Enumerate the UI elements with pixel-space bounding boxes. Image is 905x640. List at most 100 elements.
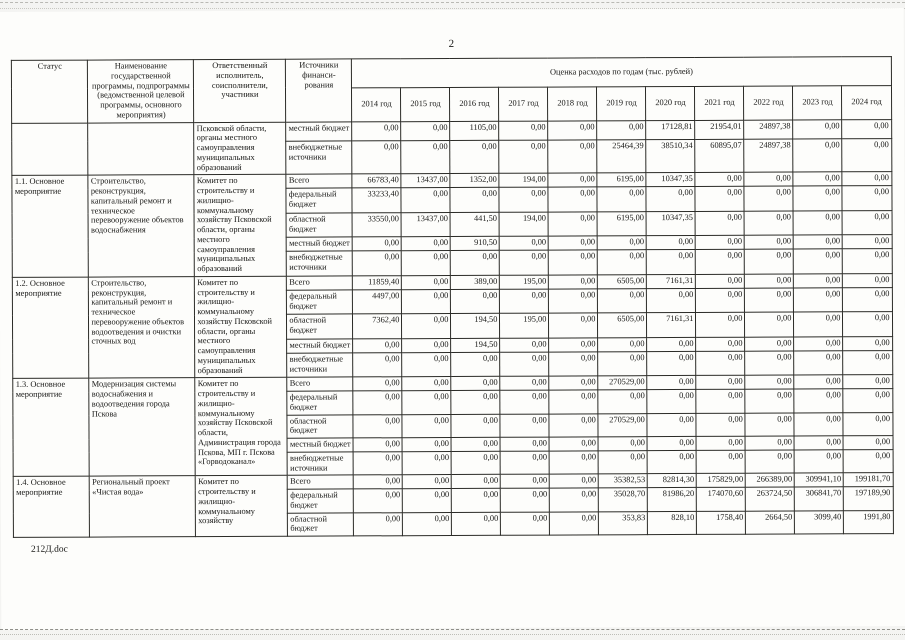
value-cell: 0,00 — [451, 390, 501, 415]
value-cell: 0,00 — [450, 140, 500, 174]
value-cell: 0,00 — [744, 249, 794, 274]
value-cell: 0,00 — [451, 474, 501, 489]
value-cell: 0,00 — [500, 437, 550, 452]
value-cell: 0,00 — [647, 351, 697, 376]
value-cell: 194,00 — [499, 173, 549, 188]
table-body: Псковской области, органы местного самоу… — [12, 119, 894, 538]
value-cell: 828,10 — [647, 510, 697, 535]
value-cell: 7161,31 — [646, 312, 697, 338]
value-cell: 0,00 — [451, 413, 501, 438]
funding-source-cell: федеральный бюджет — [287, 488, 354, 513]
value-cell: 0,00 — [402, 512, 452, 536]
value-cell: 0,00 — [646, 235, 696, 251]
value-cell: 0,00 — [499, 140, 549, 174]
value-cell: 33233,40 — [352, 188, 402, 213]
value-cell: 0,00 — [450, 289, 500, 314]
value-cell: 0,00 — [353, 352, 403, 378]
header-row-1: Статус Наименование государственной прог… — [11, 56, 892, 123]
value-cell: 0,00 — [842, 248, 892, 274]
value-cell: 441,50 — [450, 212, 500, 237]
value-cell: 0,00 — [401, 236, 451, 252]
value-cell: 0,00 — [597, 250, 647, 275]
program-name-cell: Строительство, реконструкция, капитальны… — [88, 174, 195, 277]
value-cell: 0,00 — [548, 211, 598, 237]
value-cell: 0,00 — [794, 435, 844, 450]
value-cell: 0,00 — [353, 390, 403, 415]
value-cell: 389,00 — [450, 275, 500, 290]
value-cell: 0,00 — [499, 236, 549, 251]
value-cell: 0,00 — [598, 337, 648, 352]
value-cell: 0,00 — [402, 338, 452, 353]
year-column-header: 2024 год — [841, 85, 892, 120]
funding-source-cell: внебюджетные источники — [286, 251, 353, 276]
value-cell: 0,00 — [402, 451, 452, 475]
funding-source-cell: Всего — [287, 475, 354, 490]
program-name-cell: Строительство, реконструкция, капитальны… — [88, 276, 196, 379]
value-cell: 0,00 — [598, 389, 648, 414]
value-cell: 6505,00 — [597, 312, 648, 338]
value-cell: 0,00 — [695, 273, 745, 289]
value-cell: 21954,01 — [695, 119, 745, 140]
value-cell: 0,00 — [793, 234, 843, 250]
value-cell: 17128,81 — [646, 119, 696, 140]
value-cell: 6195,00 — [597, 172, 647, 188]
funding-source-cell: федеральный бюджет — [287, 390, 354, 415]
value-cell: 38510,34 — [646, 139, 696, 173]
value-cell: 0,00 — [745, 375, 795, 390]
year-column-header: 2017 год — [498, 86, 549, 121]
value-cell: 0,00 — [793, 312, 844, 337]
value-cell: 0,00 — [696, 436, 746, 451]
funding-source-cell: областной бюджет — [286, 314, 354, 339]
funding-source-cell: внебюджетные источники — [286, 140, 353, 175]
value-cell: 0,00 — [401, 187, 451, 213]
value-cell: 0,00 — [793, 119, 843, 139]
value-cell: 0,00 — [842, 234, 892, 250]
value-cell: 3099,40 — [794, 510, 844, 535]
value-cell: 35028,70 — [598, 487, 648, 512]
year-column-header: 2019 год — [596, 86, 647, 121]
value-cell: 0,00 — [744, 287, 794, 313]
value-cell: 0,00 — [843, 388, 893, 413]
value-cell: 0,00 — [353, 512, 403, 536]
value-cell: 0,00 — [695, 235, 745, 250]
value-cell: 199181,70 — [843, 472, 893, 487]
value-cell: 0,00 — [548, 274, 598, 290]
value-cell: 0,00 — [744, 172, 794, 187]
funding-source-cell: федеральный бюджет — [286, 289, 353, 315]
value-cell: 0,00 — [353, 376, 403, 391]
executor-cell: Комитет по строительству и жилищно-комму… — [194, 174, 287, 277]
value-cell: 0,00 — [842, 311, 893, 337]
value-cell: 25464,39 — [597, 139, 647, 174]
value-cell: 0,00 — [451, 437, 501, 452]
value-cell: 66783,40 — [352, 173, 402, 189]
value-cell: 0,00 — [549, 487, 599, 512]
col-header-program-name: Наименование государственной программы, … — [87, 59, 195, 123]
value-cell: 0,00 — [843, 435, 893, 450]
value-cell: 0,00 — [500, 390, 550, 414]
executor-cell: Комитет по строительству и жилищно-комму… — [195, 475, 288, 537]
year-column-header: 2016 год — [449, 87, 500, 122]
value-cell: 0,00 — [401, 121, 451, 141]
value-cell: 0,00 — [794, 375, 844, 390]
funding-source-cell: областной бюджет — [287, 414, 354, 439]
value-cell: 0,00 — [745, 336, 795, 352]
value-cell: 81986,20 — [647, 487, 697, 512]
value-cell: 33550,00 — [352, 212, 402, 238]
funding-source-cell: Всего — [286, 174, 353, 189]
value-cell: 0,00 — [548, 236, 598, 251]
value-cell: 0,00 — [745, 389, 795, 413]
value-cell: 0,00 — [401, 250, 451, 276]
value-cell: 0,00 — [353, 451, 403, 476]
value-cell: 0,00 — [549, 474, 599, 489]
value-cell: 195,00 — [499, 274, 549, 290]
value-cell: 0,00 — [793, 273, 843, 288]
table-header: Статус Наименование государственной прог… — [11, 56, 892, 123]
value-cell: 0,00 — [842, 171, 892, 187]
value-cell: 0,00 — [500, 413, 550, 438]
value-cell: 306841,70 — [794, 486, 844, 511]
value-cell: 0,00 — [450, 250, 500, 276]
value-cell: 0,00 — [353, 338, 403, 353]
value-cell: 0,00 — [647, 337, 697, 352]
value-cell: 0,00 — [548, 288, 598, 314]
funding-source-cell: областной бюджет — [286, 212, 353, 238]
